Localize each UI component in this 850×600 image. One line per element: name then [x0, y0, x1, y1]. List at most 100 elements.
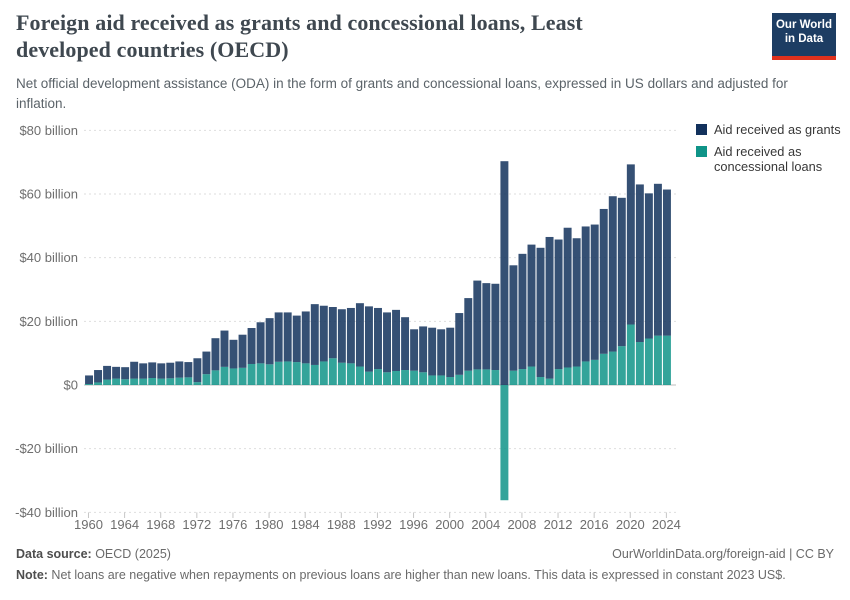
x-axis-tick-label: 1980: [255, 517, 284, 532]
x-axis-tick-label: 1992: [363, 517, 392, 532]
stacked-bar-chart-canvas: $80 billion $60 billion $40 billion $20 bil…: [15, 123, 681, 532]
bar-loans: [491, 370, 500, 385]
bar-grants: [139, 363, 148, 379]
bar-grants: [428, 327, 437, 376]
bar-grants: [617, 197, 626, 347]
bar-grants: [328, 307, 337, 359]
data-source: Data source: OECD (2025): [16, 547, 171, 561]
bar-grants: [346, 307, 355, 364]
bar-grants: [446, 327, 455, 378]
y-axis-tick-label: $60 billion: [19, 186, 78, 201]
bar-loans: [157, 378, 166, 385]
bar-loans: [626, 324, 635, 385]
bar-grants: [500, 161, 509, 385]
bar-grants: [256, 322, 265, 364]
y-axis-tick-label: -$40 billion: [15, 505, 78, 520]
bar-loans: [103, 379, 112, 385]
grants-color-swatch: [696, 124, 707, 135]
y-axis-tick-label: $40 billion: [19, 250, 78, 265]
bar-grants: [166, 362, 175, 379]
owid-logo: Our World in Data: [772, 13, 836, 60]
x-axis-tick-label: 2000: [435, 517, 464, 532]
bar-grants: [572, 238, 581, 367]
bar-loans: [202, 374, 211, 385]
x-axis-tick-label: 2024: [652, 517, 681, 532]
bar-grants: [527, 244, 536, 367]
bar-loans: [85, 384, 93, 385]
loans-color-swatch: [696, 146, 707, 158]
bar-loans: [328, 358, 337, 385]
bar-loans: [590, 359, 599, 385]
bar-grants: [491, 283, 500, 371]
bar-grants: [590, 224, 599, 360]
bar-grants: [554, 239, 563, 370]
x-axis-tick-label: 2008: [507, 517, 536, 532]
bar-loans: [301, 363, 310, 385]
bar-loans: [292, 362, 301, 385]
bar-loans: [148, 377, 157, 385]
legend-item-concessional-loans: Aid received as concessional loans: [696, 144, 846, 174]
bar-grants: [130, 361, 139, 379]
bar-grants: [473, 280, 482, 370]
bar-loans: [518, 369, 527, 385]
x-axis-tick-label: 1972: [182, 517, 211, 532]
bar-loans: [662, 335, 671, 385]
x-axis-tick-label: 2016: [580, 517, 609, 532]
bar-loans: [383, 372, 391, 385]
bar-loans: [599, 353, 608, 385]
chart-note: Note: Net loans are negative when repaym…: [16, 568, 834, 582]
bar-grants: [211, 338, 220, 371]
bar-loans: [220, 366, 229, 385]
bar-grants: [518, 253, 527, 370]
note-label: Note:: [16, 568, 48, 582]
bar-loans: [428, 375, 437, 385]
bar-loans: [482, 369, 491, 385]
bar-grants: [662, 189, 671, 336]
bar-loans: [184, 377, 193, 385]
bar-loans: [635, 342, 644, 385]
bar-grants: [581, 226, 590, 362]
bar-grants: [175, 361, 184, 378]
bar-grants: [238, 334, 247, 368]
logo-line-2: in Data: [784, 33, 824, 46]
x-axis-tick-label: 1984: [291, 517, 320, 532]
y-axis-tick-label: $20 billion: [19, 314, 78, 329]
bar-loans: [346, 363, 355, 385]
x-axis-tick-label: 1964: [110, 517, 139, 532]
x-axis-tick-label: 1988: [327, 517, 356, 532]
owid-url-license[interactable]: OurWorldinData.org/foreign-aid | CC BY: [612, 547, 834, 561]
bar-grants: [103, 365, 112, 380]
bar-loans: [563, 367, 572, 385]
bar-grants: [401, 317, 410, 371]
bar-grants: [193, 358, 202, 383]
bar-grants: [310, 304, 319, 365]
bar-loans: [247, 363, 256, 385]
note-value: Net loans are negative when repayments o…: [47, 568, 786, 582]
bar-grants: [608, 196, 617, 352]
chart-footer: Data source: OECD (2025) OurWorldinData.…: [16, 547, 834, 582]
bar-grants: [157, 363, 166, 379]
bar-loans: [527, 366, 536, 385]
bar-grants: [247, 328, 256, 364]
bar-grants: [437, 329, 446, 376]
bar-loans: [229, 368, 238, 385]
bar-loans: [392, 370, 401, 385]
bar-loans: [545, 378, 554, 385]
x-axis-tick-label: 2004: [471, 517, 500, 532]
bar-loans: [644, 338, 653, 385]
bar-grants: [202, 351, 211, 375]
bar-grants: [364, 306, 373, 372]
bar-grants: [355, 303, 364, 367]
logo-line-1: Our World: [775, 19, 832, 31]
y-axis-tick-label: -$20 billion: [15, 441, 78, 456]
bar-loans-negative: [500, 385, 509, 501]
bar-loans: [337, 362, 346, 385]
bar-grants: [392, 309, 401, 371]
y-axis-tick-label: $0: [64, 378, 78, 393]
bar-grants: [112, 366, 121, 379]
bar-grants: [283, 312, 292, 362]
bar-loans: [419, 372, 428, 385]
bar-grants: [509, 265, 518, 371]
bar-grants: [410, 329, 419, 371]
bar-loans: [283, 361, 292, 385]
